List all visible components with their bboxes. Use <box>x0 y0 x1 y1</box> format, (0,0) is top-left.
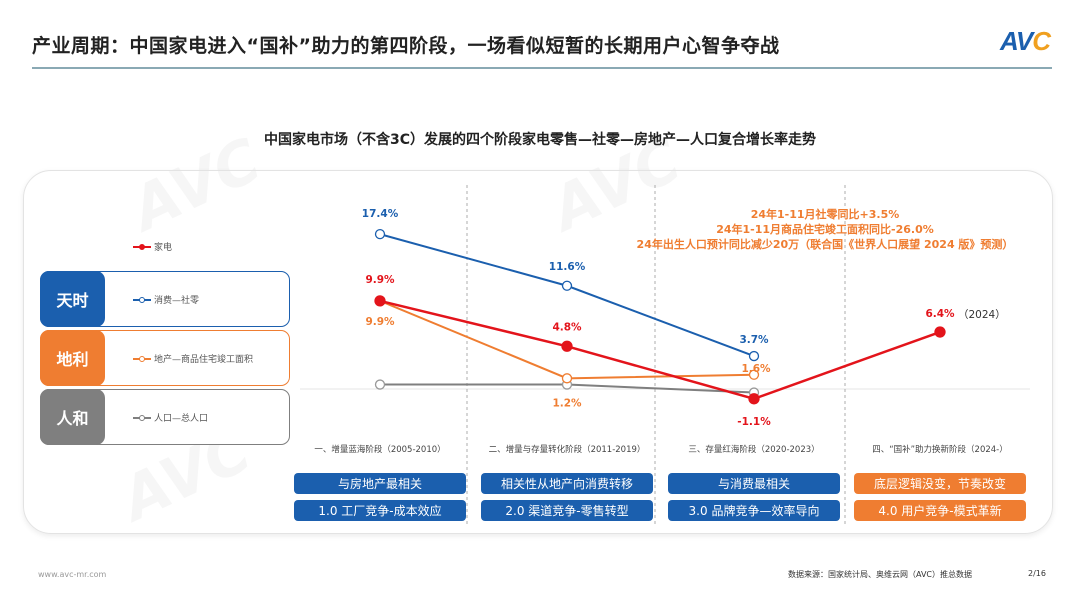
series-line <box>379 299 941 401</box>
x-tick-label: 二、增量与存量转化阶段（2011-2019） <box>488 445 646 455</box>
footer-website[interactable]: www.avc-mr.com <box>38 570 107 579</box>
data-point <box>748 369 760 380</box>
data-label: 17.4% <box>362 208 399 220</box>
chart-panel <box>23 170 1053 534</box>
stage-row1-pill: 底层逻辑没变，节奏改变 <box>854 473 1026 494</box>
data-label: 1.6% <box>741 363 771 375</box>
data-label: -1.1% <box>737 416 771 428</box>
data-label: 6.4% <box>925 308 955 320</box>
data-point <box>374 228 386 240</box>
stage-row2-pill: 1.0 工厂竞争-成本效应 <box>294 500 466 521</box>
factor-tag: 天时 <box>40 271 105 327</box>
stage-row1-pill: 与消费最相关 <box>668 473 840 494</box>
x-tick-label: 一、增量蓝海阶段（2005-2010） <box>314 445 446 455</box>
data-label: 3.7% <box>739 334 769 346</box>
legend-swatch <box>133 414 151 421</box>
legend-label: 人口—总人口 <box>154 414 209 424</box>
data-point <box>561 340 573 352</box>
annotation-notes: 24年1-11月社零同比+3.5% 24年1-11月商品住宅竣工面积同比-26.… <box>600 207 1050 252</box>
page-title: 产业周期：中国家电进入“国补”助力的第四阶段，一场看似短暂的长期用户心智争夺战 <box>32 35 780 57</box>
factor-tag: 地利 <box>40 330 105 386</box>
stage-row2-pill: 3.0 品牌竞争—效率导向 <box>668 500 840 521</box>
x-tick-label: 三、存量红海阶段（2020-2023） <box>688 445 820 455</box>
note-line: 24年1-11月社零同比+3.5% <box>750 208 900 221</box>
legend-item: 人口—总人口 <box>133 411 208 424</box>
data-point <box>748 393 760 405</box>
header-divider <box>32 67 1052 69</box>
stage-row1-pill: 相关性从地产向消费转移 <box>481 473 653 494</box>
stage-row1-pill: 与房地产最相关 <box>294 473 466 494</box>
legend-item: 地产—商品住宅竣工面积 <box>133 352 253 365</box>
page-number: 2/16 <box>1028 569 1046 578</box>
avc-logo: AVC <box>1000 26 1051 56</box>
data-point <box>374 295 386 307</box>
data-point <box>934 326 946 338</box>
legend-label: 家电 <box>154 243 173 253</box>
note-line: 24年出生人口预计同比减少20万（联合国《世界人口展望 2024 版》预测） <box>636 238 1014 251</box>
stage-row2-pill: 2.0 渠道竞争-零售转型 <box>481 500 653 521</box>
data-label: 11.6% <box>549 261 586 273</box>
legend-swatch <box>133 355 151 362</box>
data-point <box>561 373 573 384</box>
factor-tag: 人和 <box>40 389 105 445</box>
legend-item-appliance: 家电 <box>133 240 172 253</box>
x-tick-label: 四、“国补”助力换新阶段（2024-） <box>872 445 1008 455</box>
note-line: 24年1-11月商品住宅竣工面积同比-26.0% <box>716 223 934 236</box>
data-label: 9.9% <box>365 316 395 328</box>
legend-swatch <box>133 243 151 250</box>
year-annotation: （2024） <box>958 309 1006 321</box>
legend-swatch <box>133 296 151 303</box>
chart-title: 中国家电市场（不含3C）发展的四个阶段家电零售—社零—房地产—人口复合增长率走势 <box>263 132 816 148</box>
footer-source: 数据来源：国家统计局、奥维云网（AVC）推总数据 <box>788 570 973 579</box>
factor-box: 天时 消费—社零 <box>40 271 290 327</box>
data-label: 1.2% <box>552 397 582 409</box>
factor-box: 地利 地产—商品住宅竣工面积 <box>40 330 290 386</box>
legend-label: 地产—商品住宅竣工面积 <box>154 355 254 365</box>
factor-box: 人和 人口—总人口 <box>40 389 290 445</box>
data-point <box>374 379 386 390</box>
legend-label: 消费—社零 <box>154 296 200 306</box>
data-point <box>748 350 760 362</box>
series-line <box>379 233 755 358</box>
series-line <box>379 299 755 380</box>
legend-item: 消费—社零 <box>133 293 199 306</box>
data-point <box>561 280 573 291</box>
stage-row2-pill: 4.0 用户竞争-模式革新 <box>854 500 1026 521</box>
data-label: 4.8% <box>552 321 582 333</box>
data-label: 9.9% <box>365 274 395 286</box>
